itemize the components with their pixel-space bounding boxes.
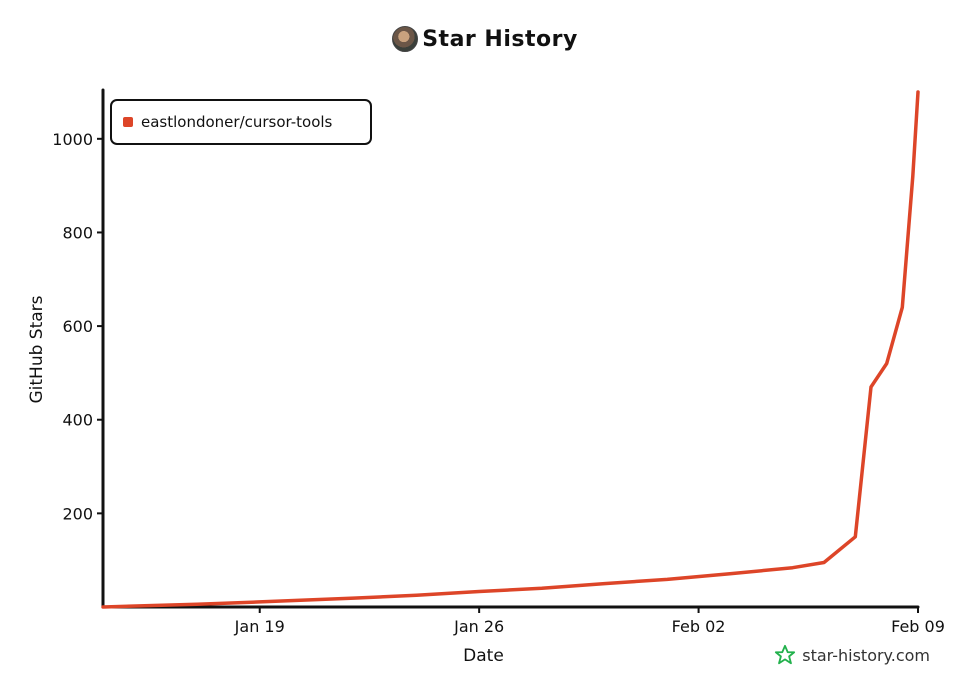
y-tick-label: 1000	[52, 130, 93, 149]
x-tick-label: Jan 19	[234, 617, 285, 636]
star-outline-icon	[775, 644, 796, 665]
legend-box	[110, 99, 372, 145]
y-tick-label: 800	[62, 223, 93, 242]
y-tick-label: 600	[62, 317, 93, 336]
y-axis-label: GitHub Stars	[27, 295, 47, 403]
legend-label: eastlondoner/cursor-tools	[141, 113, 333, 131]
chart-title: Star History	[422, 26, 578, 52]
watermark-text: star-history.com	[802, 645, 930, 665]
y-tick-label: 400	[62, 411, 93, 430]
watermark[interactable]: star-history.com	[774, 644, 930, 666]
chart-header: Star History	[0, 26, 970, 52]
x-axis-label: Date	[463, 646, 504, 666]
y-tick-label: 200	[62, 504, 93, 523]
owner-avatar	[392, 26, 419, 52]
x-tick-label: Jan 26	[453, 617, 504, 636]
x-tick-label: Feb 02	[672, 617, 726, 636]
legend-swatch	[123, 117, 133, 127]
x-tick-label: Feb 09	[891, 617, 945, 636]
series-line	[101, 90, 920, 609]
